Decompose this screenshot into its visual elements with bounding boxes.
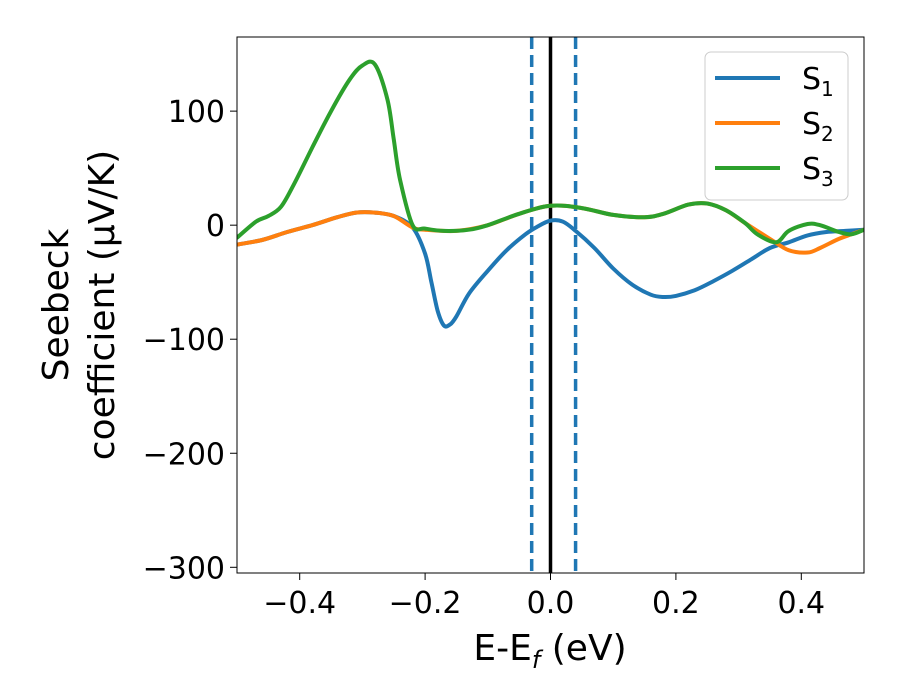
x-tick-label: 0.4 [777,586,825,621]
series-line-s3 [237,59,864,245]
legend-label-s3: S3 [802,152,834,191]
x-axis-ticks: −0.4 −0.2 0.0 0.2 0.4 [263,573,825,621]
y-axis-label-line2: coefficient (μV/K) [82,150,123,460]
series-lines [237,59,864,329]
legend: S1 S2 S3 [704,51,849,201]
x-tick-label: −0.4 [263,586,336,621]
x-axis-label: E-Ef (eV) [473,628,626,674]
x-tick-label: 0.2 [652,586,700,621]
y-tick-label: 100 [168,95,225,130]
legend-label-s2: S2 [802,107,834,146]
y-axis-ticks: −300 −200 −100 0 100 [143,95,237,586]
y-tick-label: −100 [143,323,225,358]
y-tick-label: −300 [143,551,225,586]
y-axis-label: Seebeck coefficient (μV/K) [36,150,123,460]
y-tick-label: 0 [206,209,225,244]
x-tick-label: 0.0 [527,586,575,621]
legend-box [704,51,849,201]
x-tick-label: −0.2 [389,586,462,621]
legend-label-s1: S1 [802,62,834,101]
y-axis-label-line1: Seebeck [36,228,77,381]
y-tick-label: −200 [143,437,225,472]
reference-lines [529,37,578,573]
